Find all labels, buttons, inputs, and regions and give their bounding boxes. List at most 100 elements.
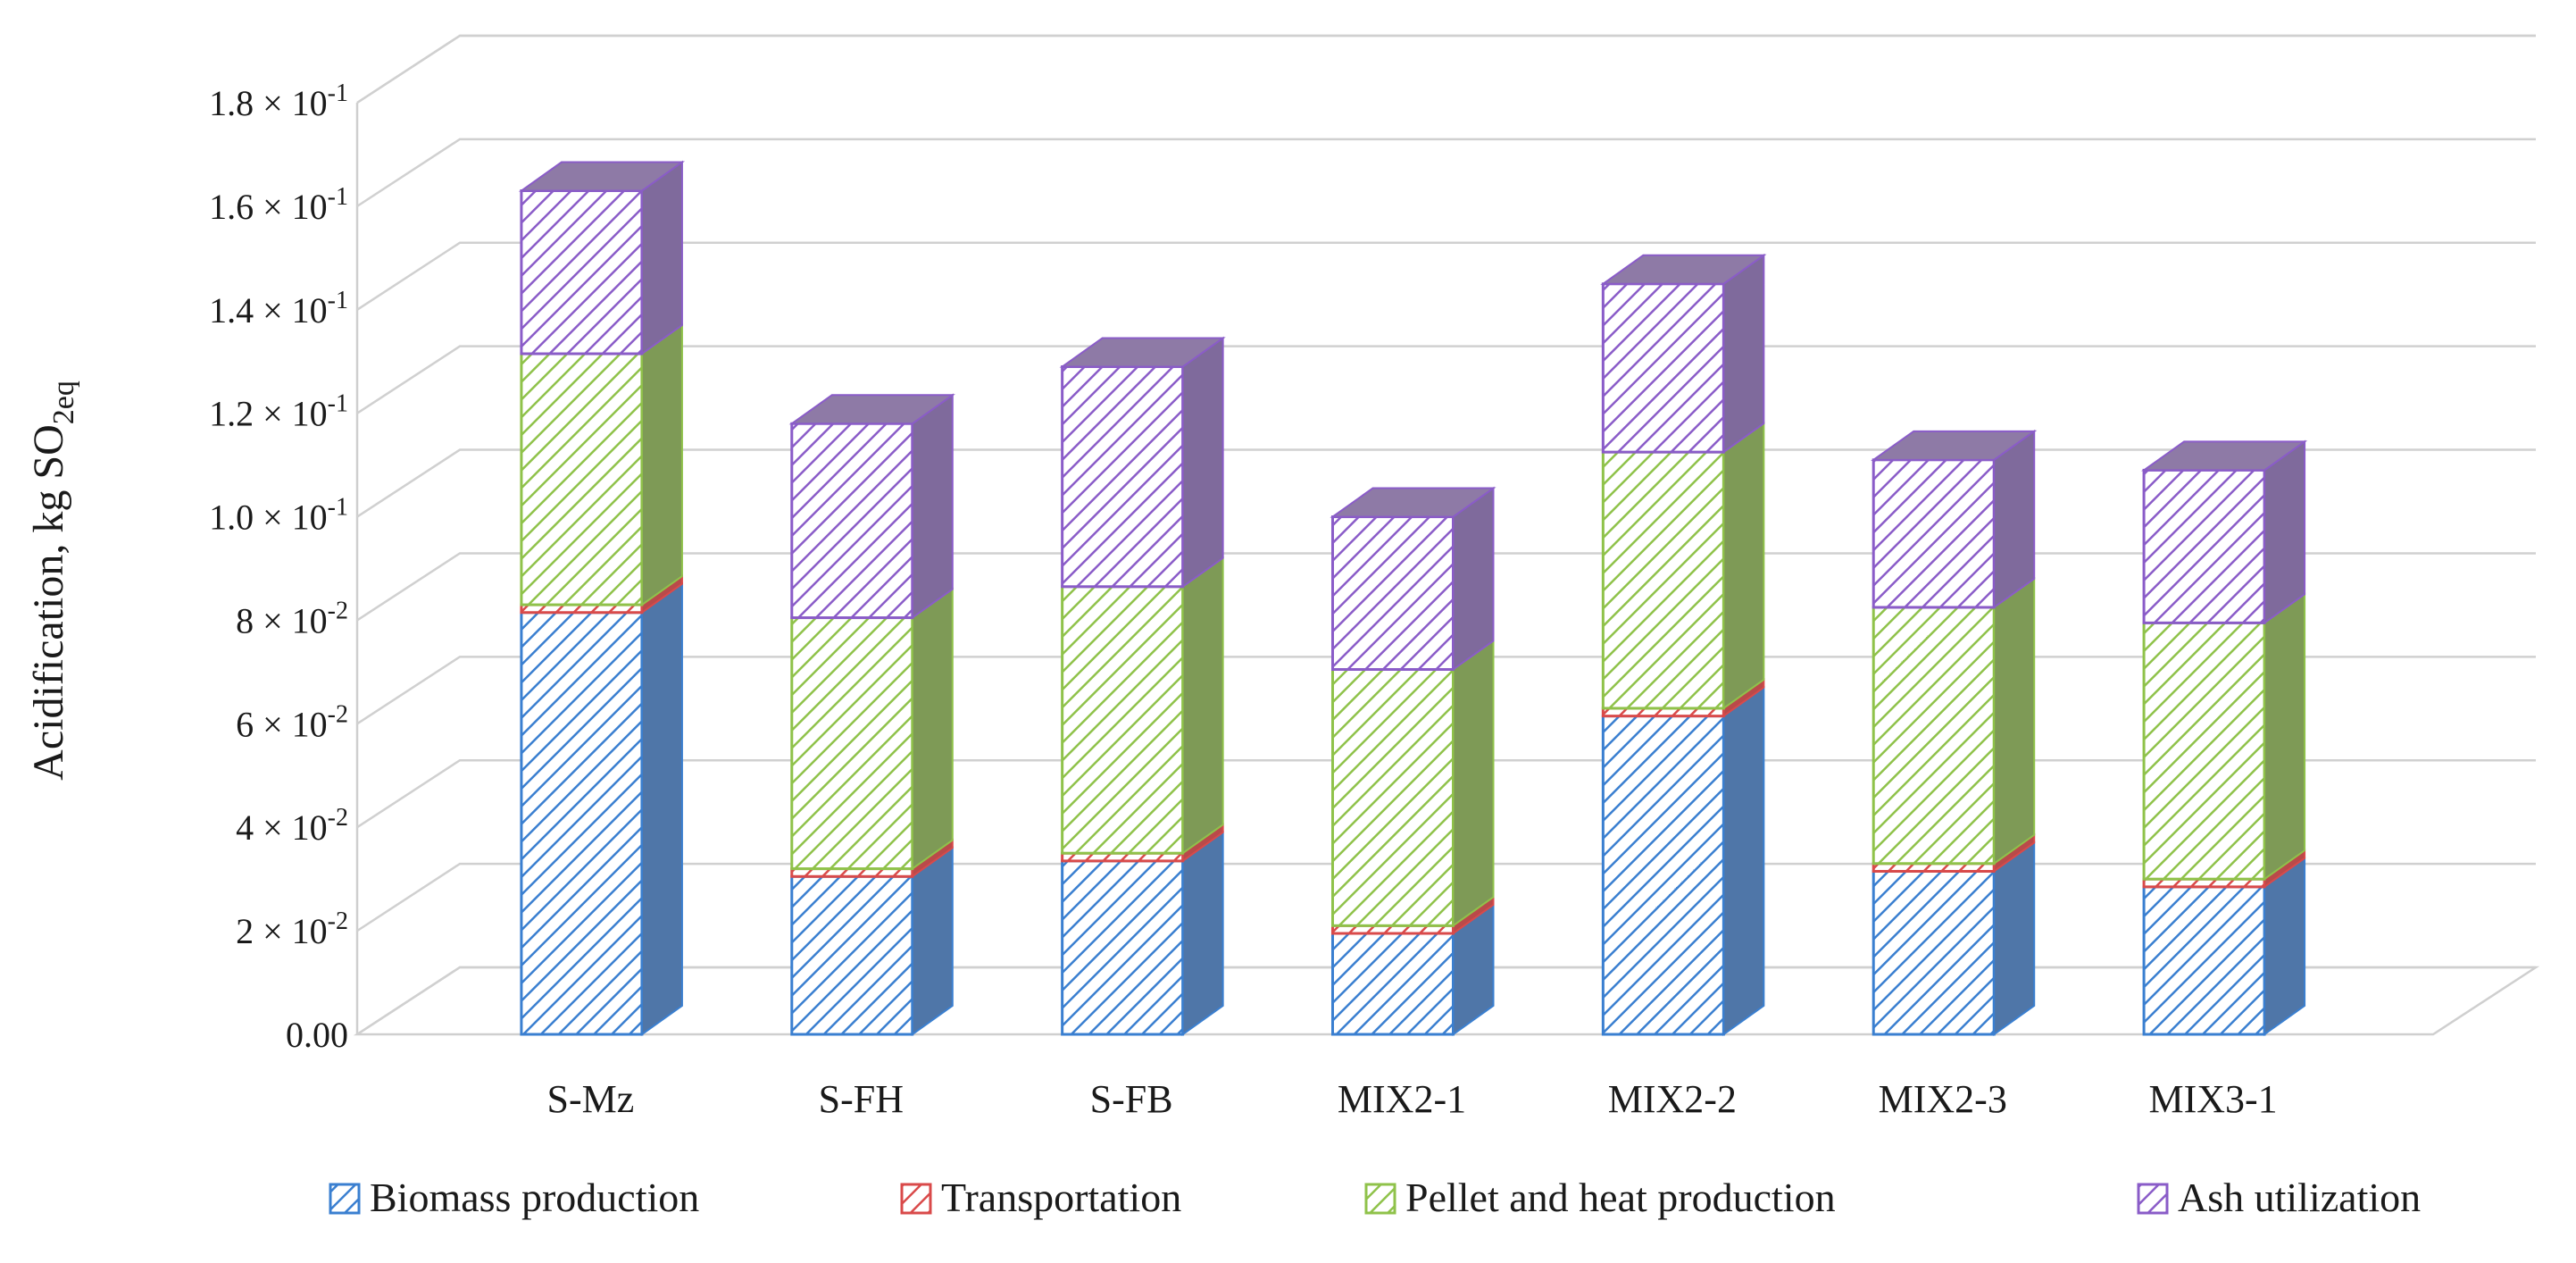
- legend-swatch: [900, 1183, 932, 1215]
- bar-segment-side: [1181, 830, 1224, 1036]
- bar-segment-front: [520, 189, 644, 355]
- bar-segment-side: [640, 160, 683, 355]
- bar-stack: [2140, 439, 2308, 1036]
- y-tick-label: 6 × 10-2: [236, 700, 348, 744]
- y-tick-label: 4 × 10-2: [236, 804, 348, 848]
- bar-stack: [1871, 429, 2038, 1036]
- bar-top-face: [1871, 430, 2038, 461]
- y-tick-label: 1.2 × 10-1: [209, 390, 348, 434]
- category-label: MIX3-1: [2148, 1077, 2277, 1121]
- bar-segment-front: [1331, 667, 1455, 927]
- bar-segment-side: [1181, 556, 1224, 856]
- category-label: MIX2-2: [1608, 1077, 1737, 1121]
- bar-stack: [788, 393, 955, 1036]
- legend-swatch: [329, 1183, 361, 1215]
- bar-segment-side: [2263, 439, 2306, 625]
- legend-label: Pellet and heat production: [1405, 1175, 1836, 1220]
- bar-segment-side: [1993, 577, 2036, 866]
- bar-segment-side: [1993, 841, 2036, 1036]
- bar-stack: [1600, 253, 1767, 1036]
- legend: Biomass production Transportation Pellet a…: [329, 1175, 2421, 1220]
- bar-segment-front: [1872, 458, 1996, 609]
- bar-top-face: [1600, 254, 1767, 285]
- bar-top-face: [518, 161, 686, 192]
- y-tick-label: 1.6 × 10-1: [209, 183, 348, 227]
- y-tick-label: 8 × 10-2: [236, 597, 348, 640]
- gridline: [356, 758, 2536, 829]
- y-tick-label: 0.00: [286, 1015, 348, 1055]
- bar-top-face: [2140, 440, 2308, 472]
- legend-item: Pellet and heat production: [1364, 1175, 1836, 1220]
- y-tick-label: 1.0 × 10-1: [209, 494, 348, 538]
- bar-segment-front: [1331, 932, 1455, 1036]
- bar-segment-front: [1331, 515, 1455, 671]
- gridline: [356, 138, 2536, 207]
- bar-stack: [518, 160, 686, 1036]
- bars: [518, 160, 2308, 1036]
- legend-label: Biomass production: [370, 1175, 699, 1220]
- bar-segment-front: [1061, 859, 1185, 1036]
- bar-stack: [1059, 336, 1226, 1036]
- gridline: [356, 656, 2536, 725]
- bar-segment-side: [640, 581, 683, 1036]
- bar-segment-front: [1872, 606, 1996, 866]
- legend-item: Biomass production: [329, 1175, 699, 1220]
- bar-segment-side: [1452, 639, 1495, 928]
- y-axis-title-group: Acidification, kg SO2eq: [25, 381, 80, 781]
- legend-swatch: [2137, 1183, 2169, 1215]
- legend-item: Ash utilization: [2137, 1175, 2421, 1220]
- gridline: [356, 345, 2536, 414]
- gridline: [356, 34, 2536, 105]
- bar-segment-side: [2263, 592, 2306, 882]
- bar-top-face: [788, 394, 955, 425]
- bar-segment-side: [1993, 429, 2036, 609]
- gridline: [356, 862, 2536, 933]
- gridline: [356, 448, 2536, 518]
- bar-segment-front: [1061, 365, 1185, 589]
- bar-segment-front: [1601, 715, 1725, 1036]
- category-label: MIX2-1: [1338, 1077, 1466, 1121]
- bar-segment-front: [790, 874, 914, 1036]
- bar-segment-side: [1722, 422, 1765, 710]
- category-labels: S-Mz S-FH S-FB MIX2-1 MIX2-2 MIX2-3 MIX3-1: [547, 1077, 2278, 1121]
- bar-segment-front: [2142, 468, 2266, 624]
- category-label: S-FB: [1090, 1077, 1173, 1121]
- gridlines: [356, 34, 2536, 1036]
- bar-segment-side: [911, 393, 954, 620]
- legend-label: Transportation: [941, 1175, 1181, 1220]
- y-tick-labels: 0.00 2 × 10-2 4 × 10-2 6 × 10-2 8 × 10-2 1.0 …: [209, 79, 348, 1055]
- bar-top-face: [1059, 337, 1226, 368]
- bar-segment-side: [911, 846, 954, 1036]
- bar-segment-front: [1872, 869, 1996, 1036]
- y-tick-label: 2 × 10-2: [236, 908, 348, 951]
- legend-item: Transportation: [900, 1175, 1181, 1220]
- bar-segment-front: [790, 422, 914, 620]
- bar-top-face: [1330, 487, 1496, 518]
- bar-segment-front: [1601, 282, 1725, 454]
- bar-segment-front: [1601, 450, 1725, 710]
- y-tick-label: 1.4 × 10-1: [209, 287, 348, 330]
- legend-label: Ash utilization: [2178, 1175, 2421, 1220]
- category-label: S-FH: [819, 1077, 904, 1121]
- category-label: S-Mz: [547, 1077, 635, 1121]
- y-axis-title: Acidification, kg SO2eq: [25, 381, 80, 781]
- bar-segment-front: [520, 352, 644, 606]
- bar-segment-side: [1722, 253, 1765, 455]
- bar-segment-side: [911, 587, 954, 871]
- bar-segment-side: [1722, 685, 1765, 1036]
- bar-segment-front: [520, 611, 644, 1036]
- bar-segment-front: [790, 616, 914, 871]
- bar-segment-front: [2142, 621, 2266, 881]
- gridline: [356, 241, 2536, 311]
- y-tick-label: 1.8 × 10-1: [209, 79, 348, 123]
- bar-segment-side: [640, 323, 683, 606]
- gridline: [356, 966, 2536, 1036]
- bar-segment-side: [1181, 336, 1224, 589]
- gridline: [356, 552, 2536, 622]
- bar-segment-front: [1061, 585, 1185, 855]
- bar-segment-front: [2142, 885, 2266, 1036]
- bar-segment-side: [1452, 486, 1495, 672]
- bar-segment-side: [2263, 856, 2306, 1036]
